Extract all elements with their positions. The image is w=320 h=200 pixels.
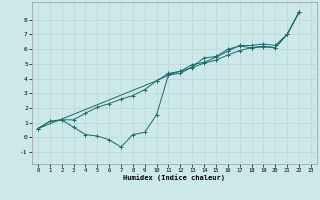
X-axis label: Humidex (Indice chaleur): Humidex (Indice chaleur) [124, 175, 225, 181]
